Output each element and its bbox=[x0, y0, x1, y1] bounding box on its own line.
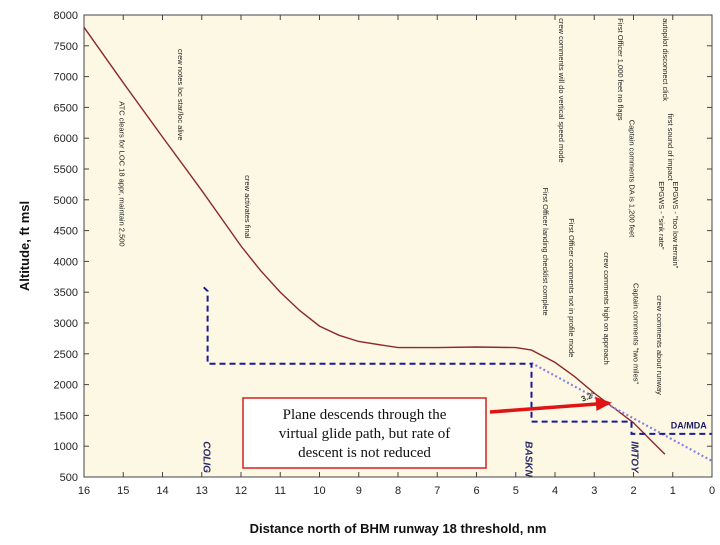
x-tick-label: 4 bbox=[552, 485, 558, 497]
x-tick-label: 1 bbox=[670, 485, 676, 497]
x-axis-title: Distance north of BHM runway 18 threshol… bbox=[250, 521, 547, 536]
y-tick-label: 8000 bbox=[54, 10, 78, 22]
x-tick-label: 13 bbox=[196, 485, 208, 497]
event-annotation: EPGWS - "sink rate" bbox=[657, 181, 666, 250]
callout-box bbox=[242, 397, 487, 469]
y-tick-label: 7500 bbox=[54, 41, 78, 53]
y-tick-label: 4000 bbox=[54, 256, 78, 268]
event-annotation: crew notes loc star/loc alive bbox=[176, 49, 185, 141]
y-tick-label: 3500 bbox=[54, 287, 78, 299]
y-tick-label: 1000 bbox=[54, 441, 78, 453]
y-tick-label: 1500 bbox=[54, 410, 78, 422]
series-line-0 bbox=[83, 26, 666, 455]
da-mda-label: DA/MDA bbox=[671, 420, 707, 430]
callout-arrow-shaft bbox=[489, 401, 601, 414]
series-line-1 bbox=[530, 362, 713, 462]
series-line-2 bbox=[203, 286, 712, 435]
fix-label-colig: COLIG bbox=[201, 441, 212, 473]
event-annotation: crew activates final bbox=[243, 175, 252, 239]
y-tick-label: 3000 bbox=[54, 318, 78, 330]
x-tick-label: 3 bbox=[591, 485, 597, 497]
event-annotation: first sound of impact bbox=[666, 114, 675, 182]
event-annotation: First Officer comments not in profile mo… bbox=[567, 218, 576, 357]
fix-label-baskn: BASKN bbox=[523, 441, 534, 477]
x-tick-label: 16 bbox=[78, 485, 90, 497]
event-annotation: crew comments high on approach bbox=[602, 252, 611, 365]
fix-label-imtoy: IMTOY bbox=[629, 441, 640, 474]
event-annotation: ATC clears for LOC 18 appr, maintain 2,5… bbox=[117, 101, 126, 246]
x-tick-label: 10 bbox=[313, 485, 325, 497]
callout-arrow-head bbox=[595, 397, 612, 411]
y-tick-label: 5500 bbox=[54, 164, 78, 176]
y-tick-label: 2000 bbox=[54, 380, 78, 392]
x-tick-label: 9 bbox=[356, 485, 362, 497]
x-tick-label: 7 bbox=[434, 485, 440, 497]
y-tick-label: 2500 bbox=[54, 349, 78, 361]
event-annotation: autopilot disconnect click bbox=[661, 18, 670, 101]
event-annotation: First Officer landing checklist complete bbox=[541, 187, 550, 315]
event-annotation: crew comments about runway bbox=[655, 295, 664, 395]
y-axis-title: Altitude, ft msl bbox=[17, 201, 32, 291]
x-tick-label: 0 bbox=[709, 485, 715, 497]
event-annotation: Captain comments "two miles" bbox=[632, 283, 641, 385]
x-tick-label: 6 bbox=[473, 485, 479, 497]
y-tick-label: 5000 bbox=[54, 195, 78, 207]
event-annotation: First Officer 1,000 feet no flags bbox=[616, 18, 625, 121]
x-tick-label: 14 bbox=[156, 485, 168, 497]
y-tick-label: 6000 bbox=[54, 133, 78, 145]
x-tick-label: 12 bbox=[235, 485, 247, 497]
x-tick-label: 8 bbox=[395, 485, 401, 497]
x-tick-label: 11 bbox=[275, 485, 286, 497]
x-tick-label: 2 bbox=[630, 485, 636, 497]
y-tick-label: 7000 bbox=[54, 72, 78, 84]
x-tick-label: 5 bbox=[513, 485, 519, 497]
callout-text-line: descent is not reduced bbox=[298, 445, 431, 461]
y-tick-label: 6500 bbox=[54, 102, 78, 114]
event-annotation: crew comments will do vertical speed mod… bbox=[557, 18, 566, 163]
event-annotation: Captain comments DA is 1,200 feet bbox=[628, 120, 637, 238]
x-tick-label: 15 bbox=[117, 485, 129, 497]
event-annotation: EPGWS - "too low terrain" bbox=[671, 181, 680, 268]
callout-text-line: Plane descends through the bbox=[283, 407, 447, 423]
y-tick-label: 4500 bbox=[54, 226, 78, 238]
callout-text-line: virtual glide path, but rate of bbox=[279, 426, 451, 442]
y-tick-label: 500 bbox=[60, 472, 78, 484]
